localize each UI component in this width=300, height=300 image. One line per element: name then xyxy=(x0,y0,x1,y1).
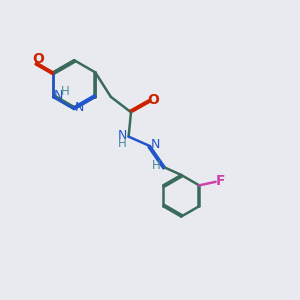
Text: N: N xyxy=(118,129,127,142)
Text: O: O xyxy=(148,93,160,107)
Text: H: H xyxy=(118,137,127,150)
Text: H: H xyxy=(152,159,160,172)
Text: N: N xyxy=(151,138,160,152)
Text: H: H xyxy=(61,85,70,98)
Text: O: O xyxy=(32,52,44,66)
Text: N: N xyxy=(54,89,63,102)
Text: N: N xyxy=(75,101,85,114)
Text: F: F xyxy=(216,174,225,188)
